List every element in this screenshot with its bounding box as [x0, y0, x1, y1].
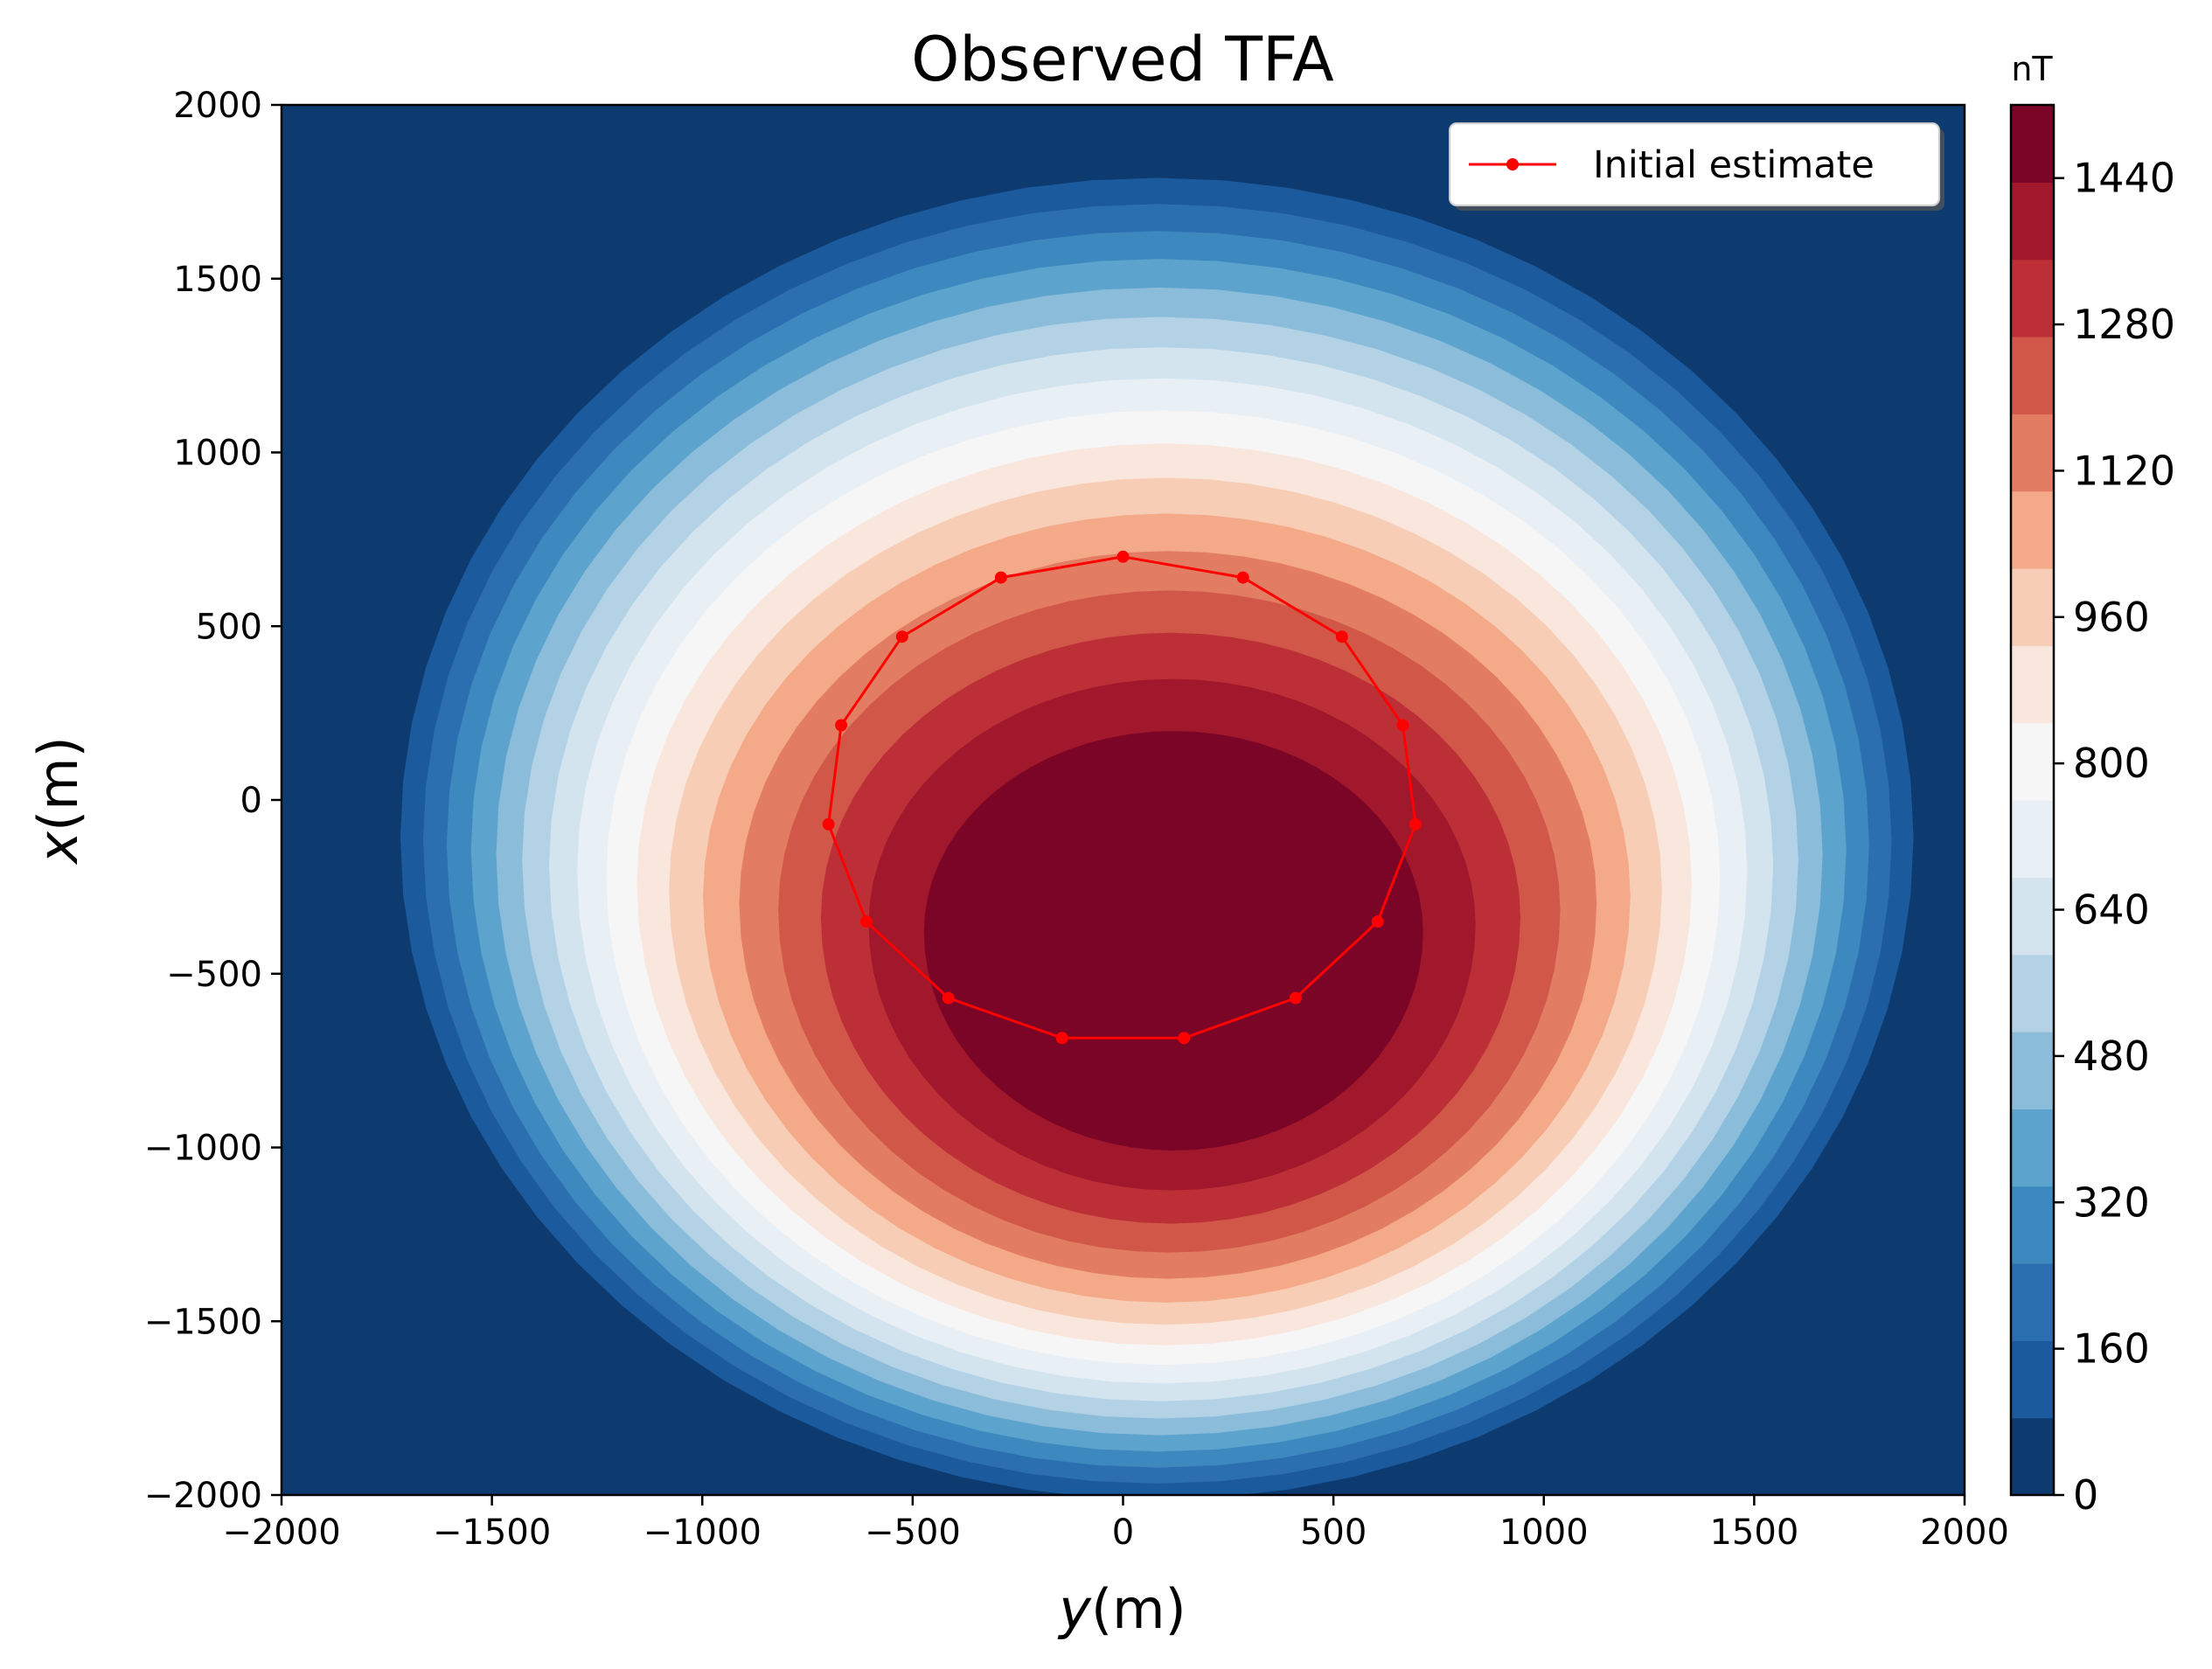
colorbar-segment	[2011, 1340, 2054, 1419]
x-tick-label: 2000	[1920, 1513, 2009, 1553]
colorbar-ticks: 0 160 320 480 640 800 960 1120 1280 1440	[2054, 155, 2175, 1519]
x-tick-label: 1000	[1499, 1513, 1589, 1553]
x-tick-label: −500	[865, 1513, 961, 1553]
y-axis-ticks: 2000 1500 1000 500 0 −500 −1000 −1500 −2000	[144, 86, 282, 1516]
contour-fill	[400, 177, 1914, 1495]
x-tick-label: 1500	[1709, 1513, 1798, 1553]
colorbar-segment	[2011, 1032, 2054, 1109]
series-point-6	[1289, 991, 1302, 1005]
series-point-7	[1178, 1032, 1191, 1045]
colorbar-unit-label: nT	[2011, 50, 2053, 88]
colorbar-segment	[2011, 1109, 2054, 1187]
y-tick-label: 1500	[173, 260, 262, 300]
colorbar: 0 160 320 480 640 800 960 1120 1280 1440 nT	[2009, 50, 2175, 1519]
y-tick-label: −1500	[144, 1302, 262, 1342]
colorbar-tick-label: 640	[2073, 887, 2150, 934]
y-axis-label-var: x	[26, 831, 90, 866]
x-tick-label: −1000	[643, 1513, 762, 1553]
y-tick-label: −500	[166, 955, 262, 995]
series-point-8	[1055, 1032, 1068, 1045]
series-point-11	[822, 817, 835, 831]
colorbar-tick-label: 0	[2073, 1471, 2098, 1519]
colorbar-tick-label: 1280	[2073, 301, 2175, 348]
y-tick-label: 2000	[173, 86, 262, 126]
x-axis-label-unit: (m)	[1091, 1577, 1186, 1641]
colorbar-frame	[2009, 103, 2055, 1497]
legend-marker-sample	[1506, 158, 1519, 170]
y-tick-label: 1000	[173, 434, 262, 474]
series-point-14	[994, 571, 1007, 584]
y-axis-label-unit: (m)	[26, 736, 90, 831]
series-point-0	[1116, 550, 1130, 563]
colorbar-tick-label: 1120	[2073, 447, 2175, 494]
series-point-10	[859, 915, 873, 928]
colorbar-segment	[2011, 722, 2054, 801]
colorbar-tick-label: 800	[2073, 740, 2150, 787]
series-point-4	[1409, 817, 1422, 831]
colorbar-segment	[2011, 877, 2054, 956]
colorbar-segment	[2011, 954, 2054, 1033]
contour-band-1360	[923, 731, 1423, 1151]
y-tick-label: 500	[196, 607, 262, 647]
y-axis-label: x(m)	[26, 736, 90, 865]
series-point-3	[1396, 719, 1409, 732]
x-tick-label: −1500	[433, 1513, 551, 1553]
colorbar-segment	[2011, 800, 2054, 878]
series-point-12	[835, 719, 848, 732]
y-tick-label: 0	[240, 781, 262, 821]
x-tick-label: 0	[1112, 1513, 1134, 1553]
x-axis-ticks: −2000 −1500 −1000 −500 0 500 1000 1500 2000	[222, 1495, 2009, 1553]
colorbar-segments	[2011, 105, 2054, 1496]
series-point-2	[1335, 630, 1348, 643]
colorbar-tick-label: 480	[2073, 1033, 2150, 1080]
colorbar-segment	[2011, 1263, 2054, 1341]
colorbar-segment	[2011, 182, 2054, 261]
series-point-13	[895, 630, 908, 643]
series-line-initial-estimate	[827, 555, 1417, 1040]
colorbar-segment	[2011, 259, 2054, 337]
series-layer	[822, 550, 1422, 1045]
y-tick-label: −2000	[144, 1476, 262, 1516]
colorbar-segment	[2011, 568, 2054, 646]
series-point-5	[1371, 915, 1384, 928]
x-tick-label: −2000	[222, 1513, 340, 1553]
colorbar-segment	[2011, 1417, 2054, 1496]
x-axis-label-var: y	[1057, 1577, 1092, 1641]
legend-entry-initial-estimate: Initial estimate	[1593, 143, 1875, 187]
x-axis-label: y(m)	[1057, 1577, 1186, 1641]
colorbar-segment	[2011, 1186, 2054, 1264]
colorbar-segment	[2011, 105, 2054, 183]
x-tick-label: 500	[1300, 1513, 1367, 1553]
legend: Initial estimate	[1449, 122, 1944, 211]
colorbar-segment	[2011, 645, 2054, 724]
chart-title: Observed TFA	[911, 24, 1334, 95]
colorbar-segment	[2011, 490, 2054, 569]
legend-box	[1449, 122, 1940, 206]
colorbar-segment	[2011, 414, 2054, 492]
plot-area	[280, 103, 1966, 1497]
colorbar-segment	[2011, 337, 2054, 414]
series-point-9	[942, 991, 955, 1005]
colorbar-tick-label: 320	[2073, 1179, 2150, 1226]
colorbar-tick-label: 960	[2073, 594, 2150, 641]
series-point-1	[1236, 571, 1249, 584]
y-tick-label: −1000	[144, 1129, 262, 1169]
colorbar-tick-label: 1440	[2073, 155, 2175, 202]
colorbar-tick-label: 160	[2073, 1325, 2150, 1373]
